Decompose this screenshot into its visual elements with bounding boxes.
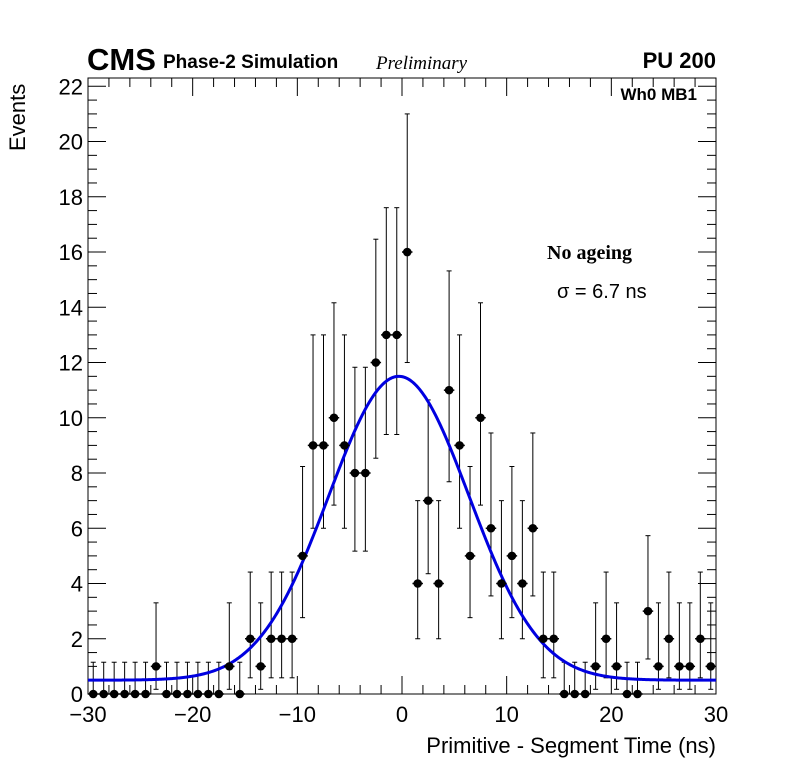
data-point <box>172 689 182 699</box>
data-point <box>633 689 642 699</box>
x-tick-label: −30 <box>69 702 106 727</box>
data-point <box>361 468 370 478</box>
y-tick-label: 22 <box>59 74 83 99</box>
data-point <box>88 689 98 699</box>
x-tick-label: −20 <box>174 702 211 727</box>
data-point <box>570 689 579 699</box>
data-point <box>706 662 716 671</box>
x-tick-labels: −30 −20 −10 0 10 20 30 <box>69 702 728 727</box>
y-tick-label: 6 <box>71 516 83 541</box>
data-point <box>141 689 150 699</box>
data-point <box>120 689 129 699</box>
data-point <box>225 662 234 671</box>
data-point <box>392 330 402 340</box>
plot-frame <box>87 77 717 695</box>
x-axis-title: Primitive - Segment Time (ns) <box>426 733 716 758</box>
x-tick-label: 0 <box>396 702 408 727</box>
data-point <box>434 579 443 588</box>
data-point <box>162 689 171 699</box>
data-point <box>654 662 663 671</box>
data-point <box>329 413 339 423</box>
y-tick-label: 0 <box>71 682 83 707</box>
y-tick-label: 18 <box>59 185 83 210</box>
data-point <box>235 689 245 699</box>
status-label: Preliminary <box>375 53 468 74</box>
y-tick-label: 4 <box>71 572 83 597</box>
subtitle-label: Phase-2 Simulation <box>163 52 338 73</box>
data-point <box>319 441 328 450</box>
data-point <box>591 662 600 671</box>
data-point <box>518 579 527 588</box>
pileup-label: PU 200 <box>643 48 716 73</box>
data-point <box>308 441 318 450</box>
data-point <box>151 662 161 671</box>
fit-curve <box>88 374 716 682</box>
data-point <box>444 385 454 395</box>
data-point <box>413 579 423 588</box>
y-tick-labels: 0 2 4 6 8 10 12 14 16 18 20 22 <box>59 74 83 707</box>
data-point <box>183 689 192 699</box>
fit-result-label: σ = 6.7 ns <box>557 281 647 303</box>
data-point <box>643 606 653 616</box>
data-point <box>277 634 286 644</box>
y-tick-label: 2 <box>71 627 83 652</box>
x-tick-label: 20 <box>599 702 623 727</box>
data-point <box>559 689 569 699</box>
data-point <box>486 523 496 533</box>
data-point <box>580 689 590 699</box>
data-point <box>539 634 548 644</box>
y-tick-label: 8 <box>71 461 83 486</box>
data-point <box>130 689 140 699</box>
data-point <box>266 634 276 644</box>
data-point <box>371 358 381 367</box>
data-point <box>402 247 412 257</box>
fit-line <box>88 374 716 682</box>
data-point <box>476 413 485 423</box>
data-point <box>549 634 559 644</box>
data-markers <box>88 247 716 699</box>
data-point <box>612 662 621 671</box>
y-tick-label: 20 <box>59 130 83 155</box>
data-point <box>350 468 360 478</box>
data-point <box>99 689 108 699</box>
x-tick-label: 30 <box>704 702 728 727</box>
data-point <box>497 579 506 588</box>
data-point <box>245 634 255 644</box>
y-axis-title: Events <box>5 84 30 151</box>
data-point <box>382 330 391 340</box>
data-point <box>455 441 464 450</box>
data-point <box>256 662 266 671</box>
data-point <box>664 634 674 644</box>
data-point <box>696 634 705 644</box>
error-bars <box>90 113 714 695</box>
data-point <box>465 551 475 561</box>
data-point <box>685 662 695 671</box>
y-tick-label: 12 <box>59 351 83 376</box>
condition-label: No ageing <box>547 242 632 264</box>
x-tick-label: 10 <box>494 702 518 727</box>
data-point <box>214 689 224 699</box>
region-label: Wh0 MB1 <box>621 85 698 104</box>
data-point <box>601 634 611 644</box>
data-point <box>298 551 307 561</box>
y-tick-label: 16 <box>59 240 83 265</box>
data-point <box>340 441 349 450</box>
data-point <box>109 689 119 699</box>
data-point <box>675 662 684 671</box>
data-point <box>423 496 433 505</box>
y-tick-label: 14 <box>59 295 83 320</box>
data-point <box>528 523 538 533</box>
experiment-label: CMS <box>87 42 156 77</box>
axis-ticks <box>87 78 717 695</box>
x-tick-label: −10 <box>279 702 316 727</box>
y-tick-label: 10 <box>59 406 83 431</box>
data-point <box>193 689 203 699</box>
data-point <box>204 689 213 699</box>
data-point <box>622 689 632 699</box>
data-point <box>507 551 517 561</box>
data-point <box>287 634 297 644</box>
